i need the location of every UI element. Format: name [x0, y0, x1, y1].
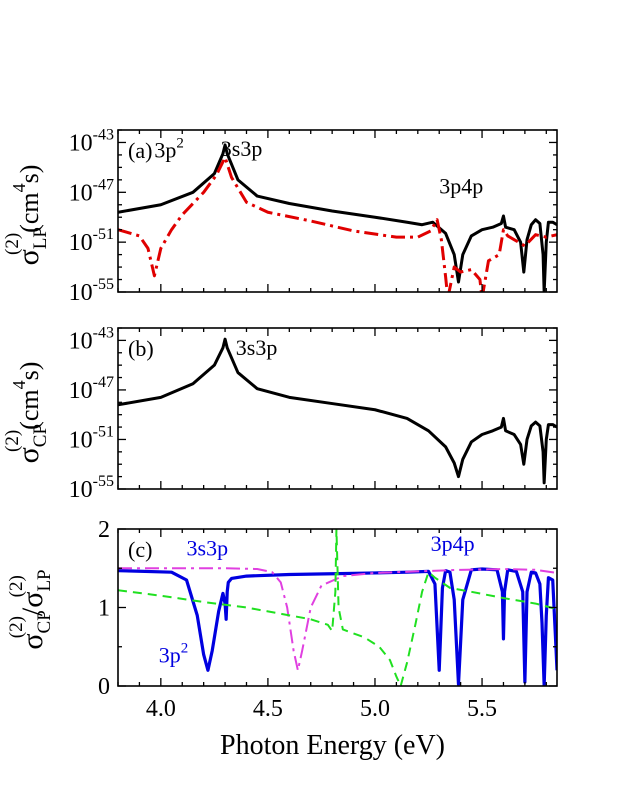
annotation: 3s3p: [221, 136, 263, 161]
y-tick-label: 2: [98, 517, 110, 543]
y-tick-label: 1: [98, 596, 110, 622]
series-line-0: [118, 143, 557, 292]
panel-label: (b): [128, 336, 154, 361]
ylabel-sup: (2): [2, 233, 23, 255]
y-tick-label: 10-43: [69, 324, 114, 354]
panel-c: 0 1 2 4.0 4.5 5.0 5.5 Photon Energy (eV) (c) σCP (…: [6, 517, 558, 761]
annotation-text: 3s3p: [236, 335, 278, 360]
tick-base: 10: [69, 328, 93, 354]
annotation-text: 3p: [154, 137, 176, 162]
annotation: 3p2: [154, 135, 184, 162]
annotation-text: 3s3p: [221, 136, 263, 161]
annotation: 3s3p: [236, 335, 278, 360]
y-axis-label: σLP (2)(cm4s): [2, 165, 51, 266]
y-tick-label: 10-43: [69, 126, 114, 156]
ylabel-sub: LP: [30, 227, 51, 249]
x-tick-label: 4.0: [146, 696, 176, 722]
plot-frame: [117, 327, 558, 490]
x-tick-label: 5.5: [467, 696, 497, 722]
tick-exponent: -51: [93, 226, 114, 243]
tick-base: 10: [69, 180, 93, 206]
y-tick-label: 10-47: [69, 374, 114, 404]
ylabel-unit-sup: 4: [9, 183, 29, 192]
annotation-text: 3p: [159, 642, 181, 667]
plot-frame: [117, 129, 558, 293]
tick-base: 10: [69, 230, 93, 256]
tick-exponent: -43: [93, 324, 114, 341]
y-tick-label: 10-51: [69, 423, 114, 453]
ylabel-unit: (cm: [15, 389, 44, 429]
ylabel-sub2: LP: [34, 569, 55, 591]
annotation-text: 3s3p: [187, 536, 229, 561]
ylabel-div: /σ: [16, 592, 49, 617]
y-axis-label: σCP (2)/σLP (2): [6, 569, 55, 649]
annotation-text: 3p4p: [431, 531, 475, 556]
annotation-sup: 2: [181, 640, 189, 656]
panel-label: (a): [128, 138, 152, 163]
tick-exponent: -55: [93, 473, 114, 490]
series-line-1: [118, 155, 557, 292]
ylabel-unit-tail: s): [15, 362, 44, 381]
ylabel-sup: (2): [2, 430, 23, 452]
ylabel-unit-tail: s): [15, 165, 44, 184]
annotation: 3p4p: [439, 174, 483, 199]
tick-exponent: -47: [93, 176, 114, 193]
tick-exponent: -51: [93, 423, 114, 440]
annotation: 3s3p: [187, 536, 229, 561]
tick-base: 10: [69, 280, 93, 306]
tick-base: 10: [69, 130, 93, 156]
y-tick-label: 10-55: [69, 276, 114, 306]
y-axis-label: σCP (2)(cm4s): [2, 362, 51, 464]
tick-exponent: -43: [93, 126, 114, 143]
y-tick-label: 10-51: [69, 226, 114, 256]
ylabel-main: σ: [12, 249, 45, 265]
series-line-0: [118, 567, 557, 686]
series-line-1: [118, 567, 557, 672]
annotation: 3p2: [159, 640, 189, 667]
x-tick-label: 4.5: [253, 696, 283, 722]
tick-base: 10: [69, 427, 93, 453]
x-axis-label: Photon Energy (eV): [220, 730, 445, 761]
series-line-0: [118, 337, 557, 485]
panel-label: (c): [128, 537, 152, 562]
ylabel-sub: CP: [30, 424, 51, 447]
tick-exponent: -47: [93, 374, 114, 391]
annotation: 3p4p: [431, 531, 475, 556]
tick-base: 10: [69, 378, 93, 404]
ylabel-sub: CP: [34, 610, 55, 633]
x-tick-label: 5.0: [360, 696, 390, 722]
y-tick-label: 0: [98, 674, 110, 700]
series-line-2: [118, 529, 557, 686]
annotation-text: 3p4p: [439, 174, 483, 199]
annotation-sup: 2: [176, 135, 184, 151]
tick-base: 10: [69, 477, 93, 503]
y-tick-label: 10-55: [69, 473, 114, 503]
ylabel-unit-sup: 4: [9, 380, 29, 389]
tick-exponent: -55: [93, 276, 114, 293]
ylabel-unit: (cm: [15, 192, 44, 232]
ylabel-main: σ: [12, 447, 45, 463]
ylabel-main: σ: [16, 633, 49, 649]
ylabel-sup2: (2): [6, 575, 27, 597]
y-tick-label: 10-47: [69, 176, 114, 206]
ylabel-sup: (2): [6, 616, 27, 638]
